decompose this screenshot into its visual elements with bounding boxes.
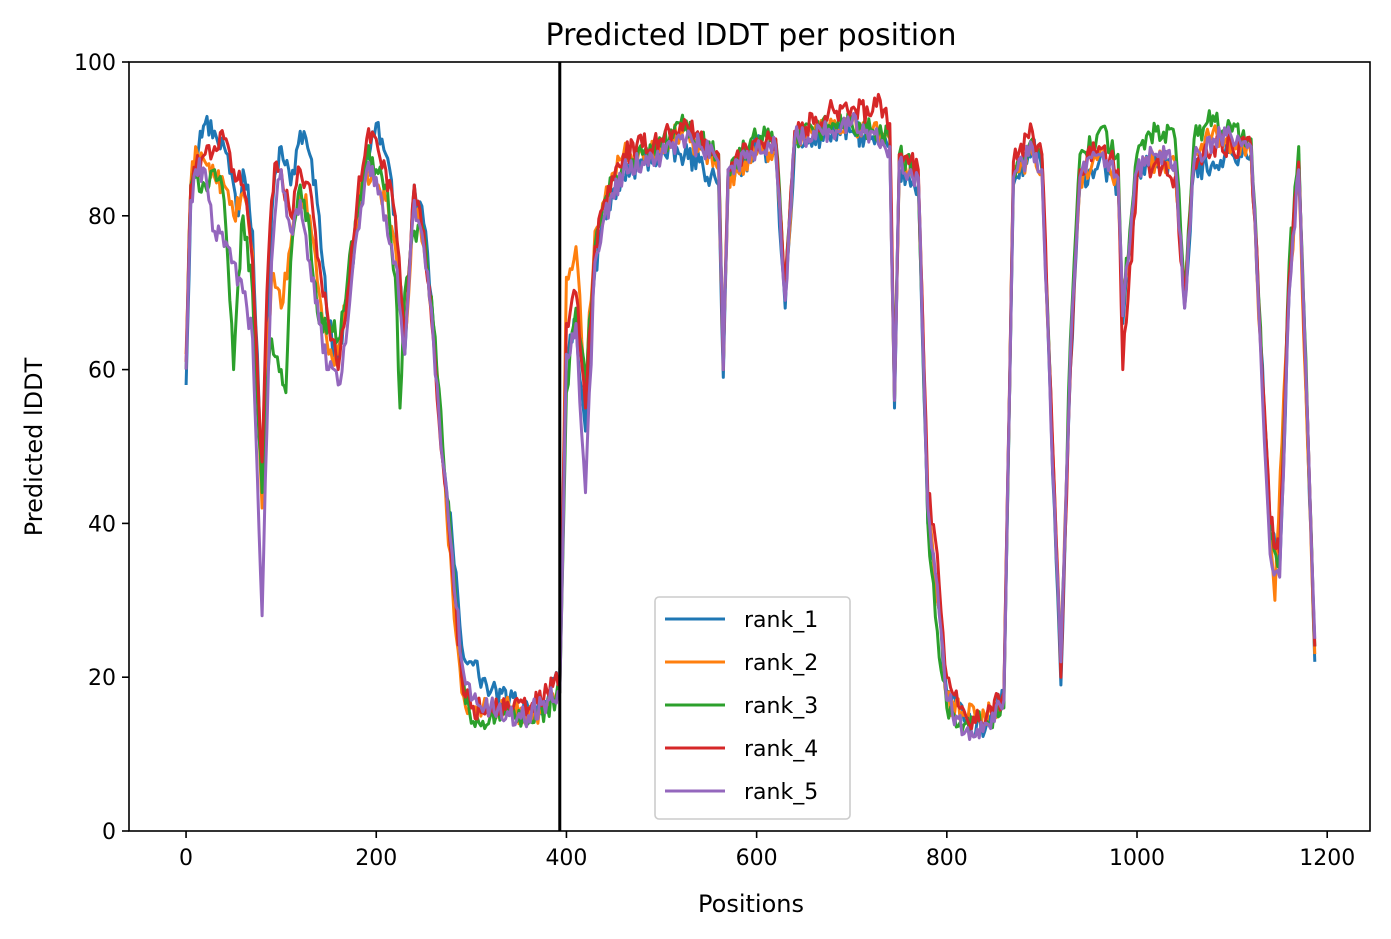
x-tick-label: 1200 <box>1299 846 1355 871</box>
y-tick-label: 20 <box>88 666 116 691</box>
x-tick-label: 800 <box>926 846 968 871</box>
series-line-rank_5 <box>184 112 1317 741</box>
x-tick-label: 400 <box>545 846 587 871</box>
y-tick-label: 40 <box>88 512 116 537</box>
legend: rank_1 rank_2 rank_3 rank_4 rank_5 <box>654 596 851 820</box>
legend-label-rank_5: rank_5 <box>744 780 818 805</box>
axes: 0 200 400 600 800 1000 1200 0 20 40 60 80 100 <box>74 51 1371 871</box>
chart-title: Predicted lDDT per position <box>546 18 957 53</box>
plot-frame <box>128 61 1371 832</box>
y-tick-label: 100 <box>74 51 116 76</box>
x-axis-label: Positions <box>698 890 804 918</box>
x-tick-label: 200 <box>355 846 397 871</box>
x-tick-label: 600 <box>736 846 778 871</box>
series-line-rank_4 <box>184 92 1317 731</box>
legend-label-rank_1: rank_1 <box>744 608 818 633</box>
y-axis-label: Predicted lDDT <box>20 357 48 536</box>
legend-box <box>654 596 851 820</box>
y-tick-label: 0 <box>102 820 116 845</box>
series-lines <box>184 62 1317 831</box>
x-tick-label: 0 <box>179 846 193 871</box>
legend-label-rank_2: rank_2 <box>744 651 818 676</box>
x-tick-label: 1000 <box>1109 846 1165 871</box>
y-tick-label: 60 <box>88 359 116 384</box>
legend-label-rank_3: rank_3 <box>744 694 818 719</box>
y-tick-label: 80 <box>88 205 116 230</box>
legend-label-rank_4: rank_4 <box>744 737 818 762</box>
